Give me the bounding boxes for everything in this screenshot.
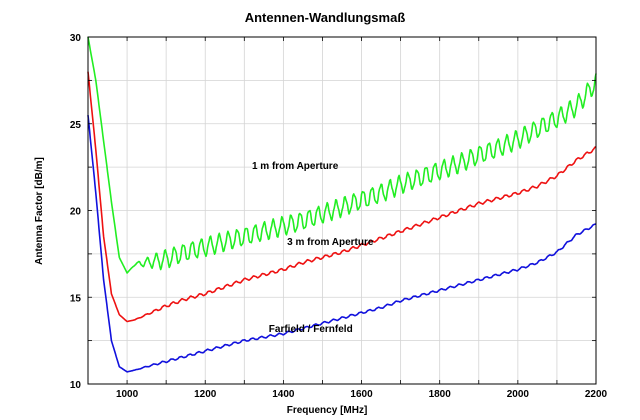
x-tick-label: 1800 [429,389,452,400]
annotation-label: Farfield / Fernfeld [269,324,353,335]
x-tick-label: 1200 [194,389,217,400]
x-tick-label: 1400 [272,389,295,400]
series-layer [87,36,597,373]
series-line-1-m-from-aperture [87,36,597,274]
annotations-layer: 1 m from Aperture 3 m from Aperture Farfie… [252,161,374,335]
y-tick-label: 30 [70,33,82,44]
series-1-m-from-aperture [87,36,597,274]
x-tick-label: 2000 [507,389,530,400]
x-tick-label: 1000 [116,389,139,400]
x-axis-label: Frequency [MHz] [287,405,368,416]
x-tick-label: 1600 [350,389,373,400]
series-line-3-m-from-aperture [87,71,597,323]
axis-ticks: 1000 1200 1400 1600 1800 2000 2200 10 15 20 25 30 [70,33,608,400]
series-farfield-fernfeld [87,115,597,373]
y-tick-label: 10 [70,380,82,391]
y-axis-label: Antenna Factor [dB/m] [34,157,45,265]
series-3-m-from-aperture [87,71,597,323]
y-tick-label: 15 [70,293,82,304]
y-tick-label: 20 [70,207,82,218]
series-line-farfield-fernfeld [87,115,597,373]
annotation-label: 1 m from Aperture [252,161,339,172]
annotation-label: 3 m from Aperture [287,237,374,248]
chart-title: Antennen-Wandlungsmaß [245,10,406,25]
x-tick-label: 2200 [585,389,608,400]
y-tick-label: 25 [70,120,82,131]
grid-lines [88,37,596,384]
